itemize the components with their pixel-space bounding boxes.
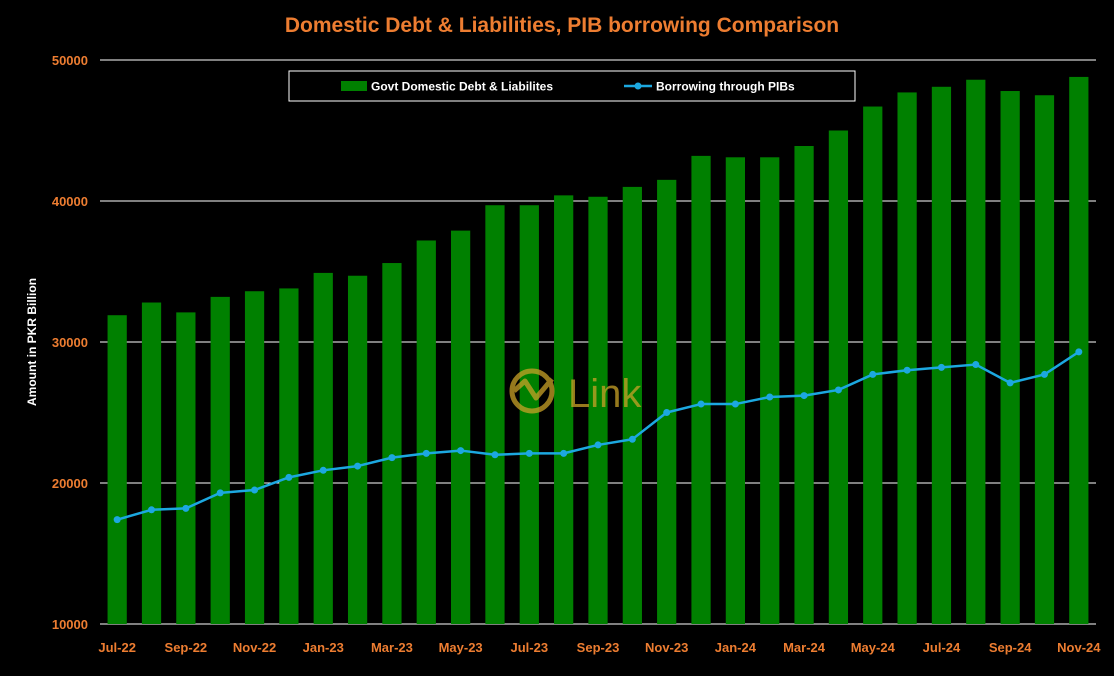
bar-Apr-23: [416, 240, 436, 625]
x-tick-label: Mar-23: [371, 640, 413, 655]
legend-label-debt: Govt Domestic Debt & Liabilites: [371, 80, 553, 94]
bar-Nov-23: [657, 179, 677, 624]
pib-point-Dec-23: [697, 400, 705, 408]
bar-Aug-22: [141, 302, 162, 624]
bar-Aug-24: [966, 79, 986, 625]
bar-Oct-22: [210, 296, 230, 624]
pib-point-Jul-23: [525, 449, 533, 457]
pib-point-Jan-23: [319, 466, 327, 474]
bar-Jul-23: [519, 205, 539, 625]
bar-Jan-23: [313, 272, 333, 624]
x-tick-label: Nov-24: [1057, 640, 1101, 655]
x-tick-label: Nov-22: [233, 640, 276, 655]
bar-Jul-22: [107, 315, 127, 624]
pib-point-Nov-22: [251, 486, 259, 494]
bar-Jun-24: [897, 92, 917, 625]
bar-Aug-23: [554, 195, 574, 625]
bar-Oct-23: [622, 186, 642, 624]
pib-point-Jun-23: [491, 451, 499, 459]
pib-point-Aug-24: [972, 361, 980, 369]
bar-Dec-23: [691, 155, 711, 624]
x-tick-label: Jul-24: [923, 640, 961, 655]
x-tick-label: Nov-23: [645, 640, 688, 655]
bar-Sep-23: [588, 196, 608, 624]
bar-Mar-23: [382, 263, 402, 624]
x-tick-label: Sep-24: [989, 640, 1032, 655]
bar-Apr-24: [828, 130, 849, 624]
pib-point-Sep-22: [182, 504, 190, 512]
watermark-text: Link: [568, 372, 642, 416]
pib-point-Sep-23: [594, 441, 602, 449]
y-tick-label: 50000: [52, 53, 88, 68]
bar-Sep-24: [1000, 91, 1020, 624]
legend: Govt Domestic Debt & Liabilites Borrowin…: [288, 70, 856, 102]
pib-point-Sep-24: [1006, 379, 1014, 387]
pib-point-Feb-23: [354, 462, 362, 470]
bar-Oct-24: [1034, 95, 1055, 624]
pib-point-Jul-24: [937, 363, 945, 371]
bar-May-24: [863, 106, 883, 624]
legend-label-pib: Borrowing through PIBs: [656, 80, 795, 94]
x-axis-ticks: Jul-22 Sep-22 Nov-22 Jan-23 Mar-23 May-23 Jul-…: [98, 640, 1101, 655]
x-tick-label: May-23: [439, 640, 483, 655]
bar-May-23: [451, 230, 471, 625]
x-tick-label: Jul-23: [511, 640, 549, 655]
bar-Dec-22: [279, 288, 299, 624]
bar-Jan-24: [725, 157, 745, 625]
pib-point-Mar-24: [800, 392, 808, 400]
pib-point-Nov-23: [663, 409, 671, 416]
y-axis-ticks: 10000 20000 30000 40000 50000: [52, 53, 88, 632]
pib-point-Nov-24: [1075, 348, 1083, 356]
bar-Jul-24: [931, 86, 952, 625]
pib-point-Oct-23: [628, 435, 636, 443]
y-axis-label: Amount in PKR Billion: [25, 278, 39, 406]
x-tick-label: Jul-22: [98, 640, 136, 655]
bar-Sep-22: [176, 312, 196, 624]
legend-swatch-debt: [341, 81, 367, 91]
chart-title: Domestic Debt & Liabilities, PIB borrowi…: [285, 14, 839, 37]
x-tick-label: Mar-24: [783, 640, 826, 655]
y-tick-label: 30000: [52, 335, 88, 350]
x-tick-label: May-24: [851, 640, 896, 655]
pib-point-Aug-22: [148, 506, 156, 514]
bar-Jun-23: [485, 205, 505, 625]
pib-point-Apr-24: [834, 386, 842, 394]
watermark-logo-chart-icon: [512, 377, 554, 401]
y-tick-label: 10000: [52, 617, 88, 632]
bar-Mar-24: [794, 146, 814, 624]
pib-point-Oct-22: [216, 489, 224, 497]
pib-point-May-23: [457, 447, 465, 455]
pib-point-Jan-24: [731, 400, 739, 408]
pib-point-Aug-23: [560, 449, 568, 457]
line-series: [113, 348, 1083, 524]
x-tick-label: Jan-23: [303, 640, 344, 655]
pib-point-Feb-24: [766, 393, 774, 401]
pib-point-Oct-24: [1040, 370, 1048, 378]
y-tick-label: 40000: [52, 194, 88, 209]
x-tick-label: Sep-23: [577, 640, 620, 655]
pib-point-May-24: [869, 370, 877, 378]
bar-Nov-22: [244, 291, 265, 624]
pib-point-Mar-23: [388, 454, 396, 462]
legend-swatch-pib-marker: [634, 82, 642, 90]
x-tick-label: Jan-24: [715, 640, 757, 655]
watermark-logo: Link: [509, 368, 642, 416]
pib-point-Jul-22: [113, 516, 121, 524]
pib-point-Apr-23: [422, 449, 430, 457]
watermark-logo-ring: [509, 368, 555, 414]
bar-Feb-24: [760, 157, 780, 625]
pib-point-Jun-24: [903, 366, 911, 374]
pib-point-Dec-22: [285, 473, 293, 481]
x-tick-label: Sep-22: [165, 640, 208, 655]
bar-Feb-23: [347, 275, 368, 624]
y-tick-label: 20000: [52, 476, 88, 491]
legend-box: [288, 70, 856, 102]
bar-series: [107, 76, 1089, 625]
